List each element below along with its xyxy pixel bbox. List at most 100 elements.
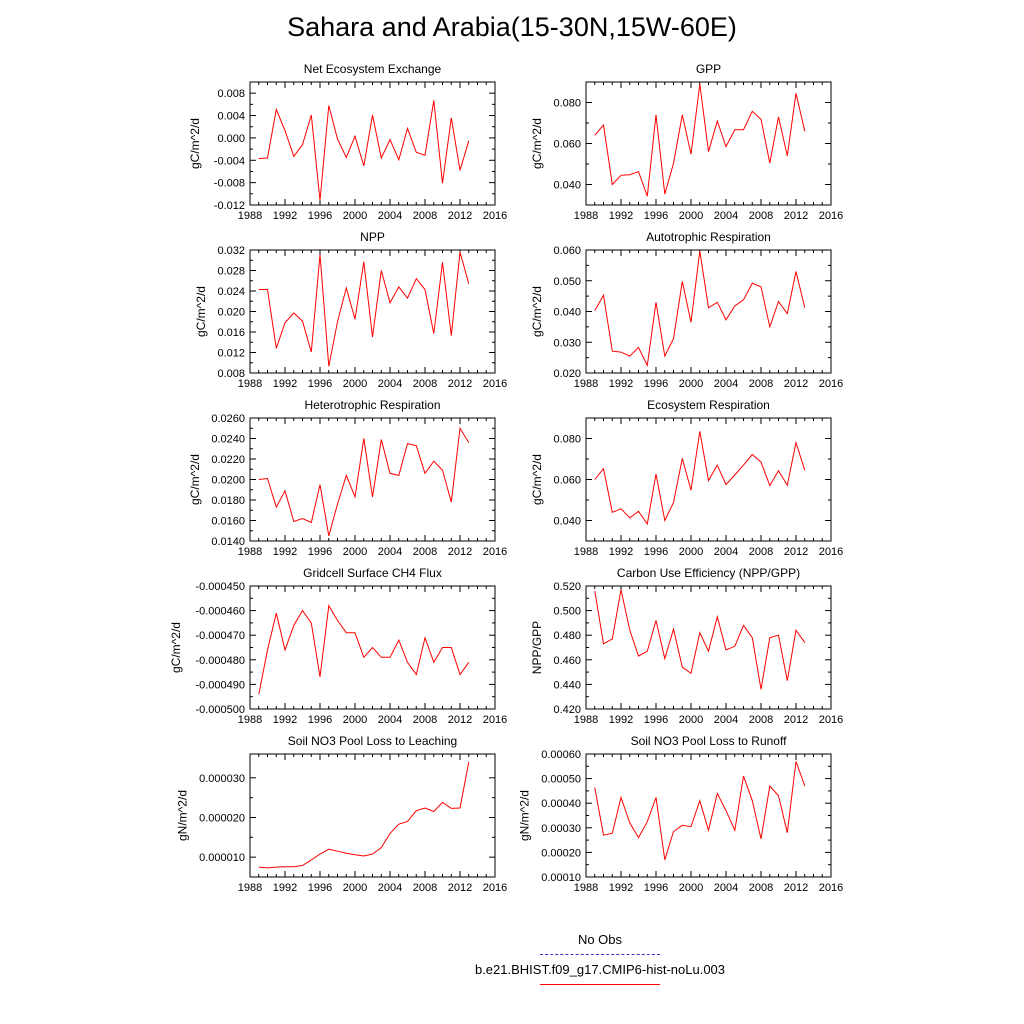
legend-label-no-obs: No Obs xyxy=(577,932,623,947)
y-tick-label: 0.0240 xyxy=(211,434,245,446)
y-tick-label: 0.004 xyxy=(217,111,245,123)
x-tick-label: 2012 xyxy=(448,714,472,726)
x-tick-label: 2000 xyxy=(343,714,367,726)
legend-label-model: b.e21.BHIST.f09_g17.CMIP6-hist-noLu.003 xyxy=(474,962,726,977)
x-tick-label: 1996 xyxy=(308,882,332,894)
x-tick-label: 1988 xyxy=(238,882,262,894)
y-tick-label: 0.0140 xyxy=(211,536,245,548)
x-tick-label: 2012 xyxy=(784,714,808,726)
x-tick-label: 1996 xyxy=(644,882,668,894)
chart-title: GPP xyxy=(696,62,721,76)
x-tick-label: 2016 xyxy=(819,714,843,726)
y-tick-label: 0.028 xyxy=(217,266,245,278)
series-line xyxy=(258,761,470,869)
x-tick-label: 2016 xyxy=(819,546,843,558)
y-tick-label: 0.040 xyxy=(553,307,581,319)
y-tick-label: 0.0200 xyxy=(211,475,245,487)
y-tick-label: 0.060 xyxy=(553,245,581,257)
series-line xyxy=(594,431,806,526)
x-tick-label: 1996 xyxy=(644,378,668,390)
y-axis-label: gC/m^2/d xyxy=(194,286,208,337)
x-tick-label: 2000 xyxy=(679,882,703,894)
x-tick-label: 2016 xyxy=(483,378,507,390)
x-tick-label: 1988 xyxy=(238,546,262,558)
x-tick-label: 1988 xyxy=(574,210,598,222)
x-tick-label: 2012 xyxy=(784,378,808,390)
y-tick-label: -0.000490 xyxy=(195,679,245,691)
x-tick-label: 2000 xyxy=(679,546,703,558)
y-tick-label: -0.000480 xyxy=(195,655,245,667)
x-tick-label: 1992 xyxy=(609,546,633,558)
y-tick-label: -0.012 xyxy=(214,200,245,212)
chart-title: Carbon Use Efficiency (NPP/GPP) xyxy=(617,566,800,580)
series-line xyxy=(594,250,806,367)
x-tick-label: 2000 xyxy=(679,714,703,726)
legend-line-no-obs xyxy=(540,954,660,955)
y-tick-label: -0.000470 xyxy=(195,630,245,642)
chart-panel-0: 1988 1992 1996 2000 2004 2008 2012 2016 -0.012 -0… xyxy=(188,62,507,222)
x-tick-label: 2000 xyxy=(679,210,703,222)
y-tick-label: -0.008 xyxy=(214,178,245,190)
x-tick-label: 2012 xyxy=(784,210,808,222)
y-axis-label: gN/m^2/d xyxy=(518,790,532,841)
series-line xyxy=(258,426,470,537)
y-tick-label: 0.00030 xyxy=(541,823,581,835)
x-tick-label: 1988 xyxy=(574,882,598,894)
y-tick-label: 0.080 xyxy=(553,434,581,446)
x-tick-label: 2008 xyxy=(413,882,437,894)
x-tick-label: 1996 xyxy=(308,378,332,390)
y-tick-label: 0.016 xyxy=(217,327,245,339)
x-tick-label: 1988 xyxy=(238,210,262,222)
page-title: Sahara and Arabia(15-30N,15W-60E) xyxy=(287,12,737,42)
plot-frame xyxy=(249,753,496,878)
x-tick-label: 1988 xyxy=(574,378,598,390)
x-tick-label: 2016 xyxy=(483,546,507,558)
y-axis-label: gC/m^2/d xyxy=(188,454,202,505)
x-tick-label: 2004 xyxy=(378,378,402,390)
x-tick-label: 2000 xyxy=(343,882,367,894)
chart-panel-4: 1988 1992 1996 2000 2004 2008 2012 2016 0.0140 0.… xyxy=(188,398,507,558)
x-tick-label: 2016 xyxy=(483,882,507,894)
y-tick-label: 0.024 xyxy=(217,286,245,298)
x-tick-label: 2004 xyxy=(714,882,738,894)
x-tick-label: 2004 xyxy=(714,714,738,726)
chart-title: Heterotrophic Respiration xyxy=(304,398,440,412)
y-tick-label: 0.050 xyxy=(553,276,581,288)
x-tick-label: 2012 xyxy=(448,546,472,558)
x-tick-label: 1996 xyxy=(308,714,332,726)
y-axis-label: gC/m^2/d xyxy=(530,454,544,505)
y-axis-label: gC/m^2/d xyxy=(530,118,544,169)
x-tick-label: 1996 xyxy=(308,210,332,222)
y-tick-label: 0.000030 xyxy=(199,773,245,785)
y-tick-label: 0.460 xyxy=(553,655,581,667)
x-tick-label: 2004 xyxy=(714,546,738,558)
y-tick-label: -0.000500 xyxy=(195,704,245,716)
y-axis-label: gC/m^2/d xyxy=(188,118,202,169)
chart-title: Soil NO3 Pool Loss to Runoff xyxy=(631,734,788,748)
x-tick-label: 1992 xyxy=(273,882,297,894)
y-tick-label: 0.420 xyxy=(553,704,581,716)
x-tick-label: 2012 xyxy=(784,882,808,894)
x-tick-label: 1992 xyxy=(273,546,297,558)
chart-title: Ecosystem Respiration xyxy=(647,398,770,412)
x-tick-label: 2008 xyxy=(413,546,437,558)
x-tick-label: 2000 xyxy=(343,378,367,390)
x-tick-label: 2004 xyxy=(714,378,738,390)
series-line xyxy=(258,100,470,201)
y-tick-label: 0.000 xyxy=(217,133,245,145)
x-tick-label: 1992 xyxy=(609,210,633,222)
chart-panel-5: 1988 1992 1996 2000 2004 2008 2012 2016 0.040 0.0… xyxy=(530,398,843,558)
x-tick-label: 2016 xyxy=(819,378,843,390)
series-line xyxy=(594,84,806,197)
y-tick-label: 0.060 xyxy=(553,475,581,487)
plot-frame xyxy=(585,249,832,374)
y-tick-label: 0.00010 xyxy=(541,872,581,884)
y-axis-label: gC/m^2/d xyxy=(530,286,544,337)
y-tick-label: 0.0260 xyxy=(211,413,245,425)
x-tick-label: 2008 xyxy=(413,378,437,390)
y-tick-label: 0.008 xyxy=(217,88,245,100)
legend-line-model xyxy=(540,984,660,985)
x-tick-label: 2000 xyxy=(343,210,367,222)
x-tick-label: 1992 xyxy=(609,378,633,390)
